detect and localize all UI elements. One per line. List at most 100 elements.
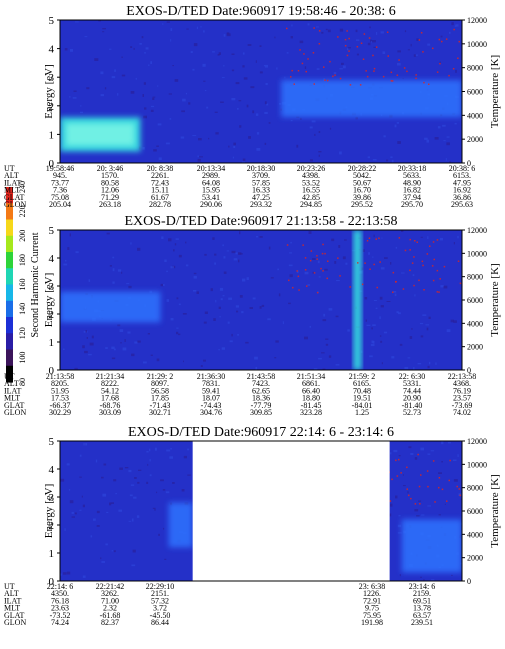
noise-pixel — [282, 321, 284, 325]
noise-pixel — [325, 338, 329, 340]
noise-pixel — [370, 39, 373, 43]
colorbar-segment — [6, 317, 13, 334]
noise-dot — [372, 54, 374, 57]
noise-pixel — [373, 234, 375, 238]
noise-pixel — [160, 479, 164, 482]
noise-pixel — [427, 43, 431, 46]
colorbar-segment — [6, 300, 13, 318]
noise-pixel — [239, 253, 243, 255]
noise-dot — [332, 75, 334, 78]
noise-dot — [349, 286, 351, 288]
noise-pixel — [380, 267, 385, 270]
noise-dot — [327, 79, 329, 82]
noise-pixel — [130, 242, 132, 245]
table-cell: 20: 3:46 — [97, 164, 123, 173]
noise-dot — [387, 55, 389, 57]
table-cell: 20:23:26 — [297, 164, 325, 173]
table-cell: 69.51 — [413, 596, 431, 605]
y2-axis-label: Temperature [K] — [489, 474, 501, 547]
table-cell: 82.37 — [101, 618, 119, 627]
table-cell: 47.25 — [252, 193, 270, 202]
y2-tick-label: 6000 — [467, 88, 483, 97]
noise-pixel — [256, 236, 258, 238]
noise-dot — [329, 60, 331, 63]
table-cell: 17.85 — [151, 394, 169, 403]
noise-dot — [349, 84, 352, 86]
noise-pixel — [119, 467, 123, 470]
spectrogram-image — [60, 230, 462, 370]
noise-pixel — [397, 141, 401, 144]
table-cell: 23.63 — [51, 604, 69, 613]
noise-dot — [422, 51, 424, 53]
noise-pixel — [231, 53, 235, 55]
table-cell: 7423. — [252, 379, 270, 388]
noise-pixel — [229, 340, 233, 343]
noise-pixel — [66, 463, 70, 466]
colorbar-segment — [6, 268, 13, 286]
table-cell: 75.95 — [363, 611, 381, 620]
table-cell: 72.43 — [151, 178, 169, 187]
noise-pixel — [404, 30, 407, 33]
noise-dot — [334, 74, 336, 76]
noise-pixel — [187, 448, 190, 451]
table-cell: 303.09 — [99, 408, 121, 417]
noise-pixel — [223, 256, 226, 259]
noise-pixel — [250, 86, 255, 89]
noise-pixel — [453, 242, 455, 245]
table-cell: 21:59: 2 — [349, 372, 375, 381]
y-axis-label: Energy [eV] — [43, 273, 55, 327]
noise-pixel — [407, 357, 411, 359]
noise-pixel — [449, 31, 451, 34]
noise-pixel — [88, 353, 92, 356]
noise-pixel — [117, 269, 122, 272]
y2-tick-label: 4000 — [467, 319, 483, 328]
noise-dot — [373, 67, 376, 70]
table-cell: 191.98 — [361, 618, 383, 627]
noise-pixel — [402, 474, 404, 476]
noise-pixel — [129, 494, 133, 497]
noise-dot — [421, 260, 424, 263]
noise-pixel — [452, 459, 457, 461]
noise-pixel — [372, 40, 376, 43]
noise-dot — [389, 500, 392, 502]
noise-pixel — [370, 41, 373, 43]
noise-pixel — [390, 503, 393, 507]
noise-pixel — [193, 275, 197, 279]
noise-dot — [422, 264, 424, 267]
noise-pixel — [238, 100, 242, 102]
noise-pixel — [372, 324, 376, 326]
noise-pixel — [325, 28, 328, 31]
noise-pixel — [341, 62, 344, 65]
noise-pixel — [150, 105, 155, 108]
noise-pixel — [223, 64, 225, 67]
noise-dot — [375, 46, 378, 48]
table-cell: 293.32 — [250, 200, 272, 209]
table-cell: 51.95 — [51, 386, 69, 395]
noise-pixel — [206, 106, 209, 109]
noise-dot — [390, 80, 393, 82]
noise-pixel — [397, 50, 401, 53]
noise-pixel — [371, 340, 374, 343]
noise-pixel — [413, 54, 416, 57]
noise-pixel — [396, 122, 399, 124]
noise-dot — [414, 240, 416, 242]
table-cell: 48.90 — [403, 178, 421, 187]
table-cell: 52.73 — [403, 408, 421, 417]
noise-dot — [395, 459, 397, 462]
noise-dot — [409, 269, 411, 272]
noise-pixel — [309, 159, 313, 162]
table-cell: 2261. — [151, 171, 169, 180]
table-row-label: UT — [4, 372, 15, 381]
noise-pixel — [411, 328, 413, 330]
noise-pixel — [69, 96, 71, 98]
noise-pixel — [82, 345, 85, 349]
table-cell: 7831. — [202, 379, 220, 388]
table-cell: 6165. — [353, 379, 371, 388]
noise-pixel — [393, 291, 397, 293]
noise-pixel — [65, 259, 67, 262]
spectrogram-panel: EXOS-D/TED Date:960917 21:13:58 - 22:13:… — [4, 214, 501, 417]
noise-dot — [433, 258, 435, 261]
colorbar-tick-label: 180 — [18, 254, 27, 266]
noise-dot — [396, 475, 399, 477]
noise-pixel — [451, 22, 454, 26]
